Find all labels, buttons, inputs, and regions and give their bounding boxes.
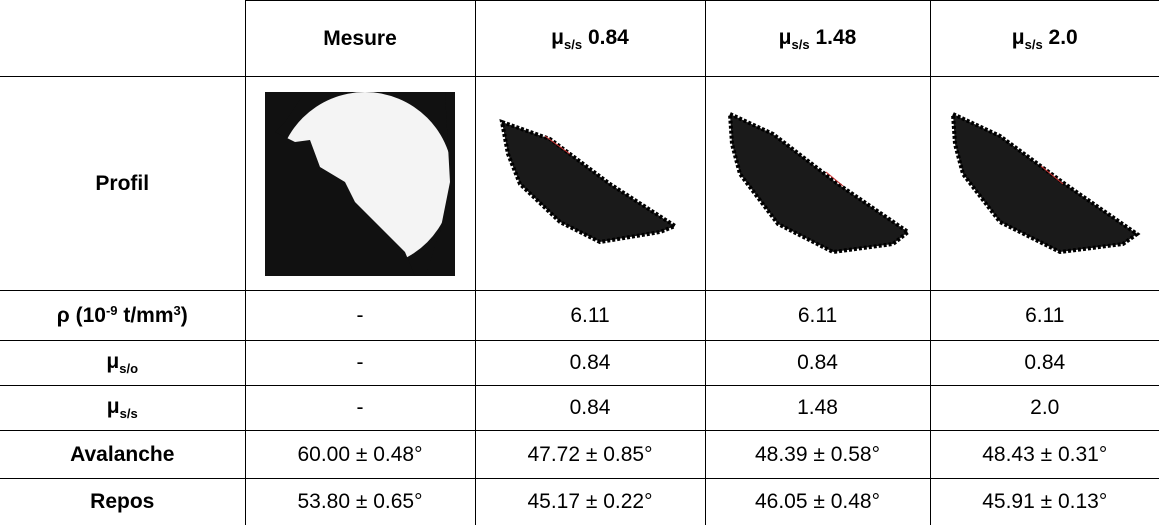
row-label: Profil bbox=[0, 76, 246, 291]
header-text: Mesure bbox=[323, 26, 397, 50]
cell: 2.0 bbox=[929, 385, 1159, 431]
cell: 60.00 ± 0.48° bbox=[244, 430, 476, 479]
label-text: μ bbox=[106, 395, 120, 418]
symbol: μ bbox=[1011, 25, 1025, 49]
symbol: μ bbox=[551, 25, 565, 49]
cell: 45.17 ± 0.22° bbox=[474, 478, 706, 525]
cell: 53.80 ± 0.65° bbox=[244, 478, 476, 525]
header-value: 2.0 bbox=[1048, 25, 1078, 49]
subscript: s/s bbox=[564, 36, 583, 52]
image-cell bbox=[704, 76, 931, 291]
superscript: 3 bbox=[173, 303, 181, 318]
subscript: s/s bbox=[119, 406, 138, 421]
simulation-image bbox=[727, 110, 911, 254]
header-cell: μs/s 0.84 bbox=[474, 0, 706, 77]
table-row: Avalanche 60.00 ± 0.48° 47.72 ± 0.85° 48… bbox=[0, 430, 1159, 479]
symbol: μ bbox=[778, 25, 792, 49]
row-label: ρ (10-9 t/mm3) bbox=[0, 290, 246, 341]
simulation-image bbox=[499, 118, 680, 244]
table-row: ρ (10-9 t/mm3) - 6.11 6.11 6.11 bbox=[0, 290, 1159, 341]
cell: 6.11 bbox=[704, 290, 931, 341]
subscript: s/s bbox=[1024, 36, 1043, 52]
cell: 48.43 ± 0.31° bbox=[929, 430, 1159, 479]
image-cell bbox=[474, 76, 706, 291]
header-row: Mesure μs/s 0.84 μs/s 1.48 μs/s 2.0 bbox=[0, 0, 1159, 77]
label-text: ) bbox=[180, 304, 188, 327]
cell: 45.91 ± 0.13° bbox=[929, 478, 1159, 525]
row-label: μs/o bbox=[0, 340, 246, 386]
table-row: μs/s - 0.84 1.48 2.0 bbox=[0, 385, 1159, 431]
label-text: μ bbox=[106, 350, 120, 373]
row-label: Avalanche bbox=[0, 430, 246, 479]
table-row: μs/o - 0.84 0.84 0.84 bbox=[0, 340, 1159, 386]
subscript: s/s bbox=[791, 36, 810, 52]
row-label: Repos bbox=[0, 478, 246, 525]
cell: 0.84 bbox=[474, 385, 706, 431]
cell: 1.48 bbox=[704, 385, 931, 431]
measure-image bbox=[265, 91, 455, 276]
cell: 46.05 ± 0.48° bbox=[704, 478, 931, 525]
table-row: Repos 53.80 ± 0.65° 45.17 ± 0.22° 46.05 … bbox=[0, 478, 1159, 525]
cell: - bbox=[244, 385, 476, 431]
simulation-image bbox=[950, 110, 1141, 254]
cell: 47.72 ± 0.85° bbox=[474, 430, 706, 479]
corner-cell bbox=[0, 0, 246, 77]
cell: 6.11 bbox=[474, 290, 706, 341]
label-text: ρ (10 bbox=[56, 304, 106, 327]
cell: - bbox=[244, 290, 476, 341]
superscript: -9 bbox=[105, 303, 118, 318]
header-value: 1.48 bbox=[815, 25, 857, 49]
cell: 6.11 bbox=[929, 290, 1159, 341]
image-cell bbox=[244, 76, 476, 291]
header-cell: Mesure bbox=[244, 0, 476, 77]
label-text: t/mm bbox=[117, 304, 174, 327]
row-label: μs/s bbox=[0, 385, 246, 431]
header-cell: μs/s 2.0 bbox=[929, 0, 1159, 77]
label-text: Profil bbox=[95, 171, 150, 195]
subscript: s/o bbox=[119, 361, 139, 376]
cell: - bbox=[244, 340, 476, 386]
header-cell: μs/s 1.48 bbox=[704, 0, 931, 77]
image-cell bbox=[929, 76, 1159, 291]
cell: 48.39 ± 0.58° bbox=[704, 430, 931, 479]
cell: 0.84 bbox=[704, 340, 931, 386]
header-value: 0.84 bbox=[587, 25, 629, 49]
profile-row: Profil bbox=[0, 76, 1159, 291]
cell: 0.84 bbox=[474, 340, 706, 386]
cell: 0.84 bbox=[929, 340, 1159, 386]
